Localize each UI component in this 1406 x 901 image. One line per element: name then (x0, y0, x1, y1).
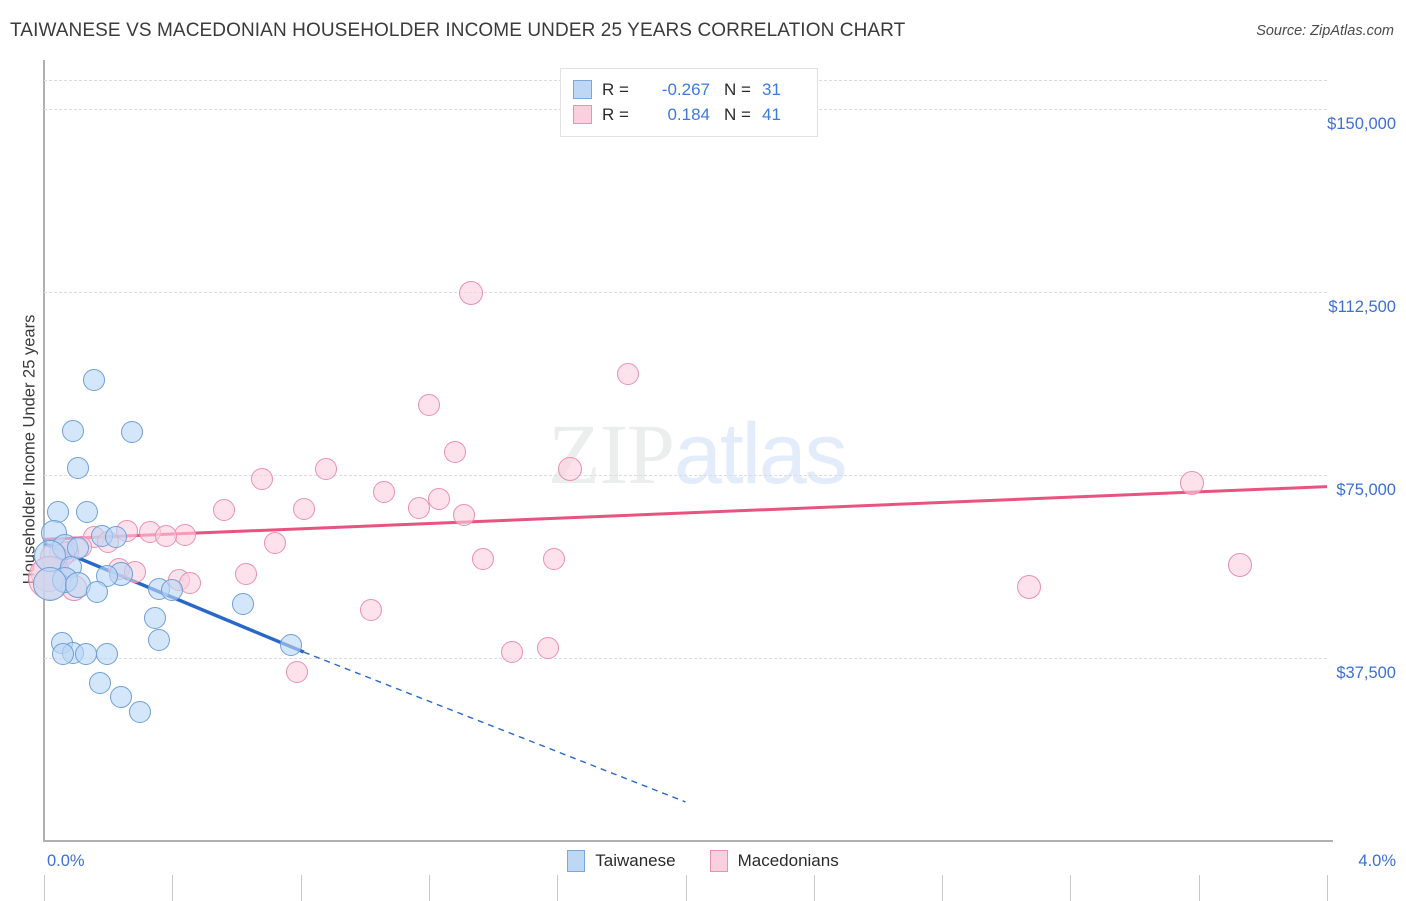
data-point-taiwanese[interactable] (95, 643, 118, 666)
data-point-taiwanese[interactable] (148, 628, 171, 651)
data-point-macedonians[interactable] (251, 467, 274, 490)
n-label-taiwanese: N = (724, 79, 751, 99)
y-axis-tick-label: $75,000 (1336, 480, 1396, 499)
r-value-macedonians: 0.184 (667, 104, 710, 124)
x-axis-tick (1327, 875, 1328, 901)
data-point-taiwanese[interactable] (279, 634, 302, 657)
x-axis-tick (428, 875, 430, 901)
data-point-taiwanese[interactable] (66, 456, 89, 479)
data-point-macedonians[interactable] (360, 598, 383, 621)
x-axis-line (43, 840, 1333, 842)
x-axis-tick (1070, 875, 1072, 901)
x-axis-label-min: 0.0% (47, 852, 85, 870)
data-point-macedonians[interactable] (1228, 552, 1253, 577)
x-axis-tick (685, 875, 687, 901)
series-swatch-icon-macedonians (573, 105, 592, 124)
trendlines (43, 485, 1328, 803)
data-point-taiwanese[interactable] (82, 368, 105, 391)
data-point-taiwanese[interactable] (76, 501, 99, 524)
data-point-macedonians[interactable] (542, 548, 565, 571)
data-point-macedonians[interactable] (292, 497, 315, 520)
x-axis-label-max: 4.0% (1358, 852, 1396, 870)
x-axis-tick (557, 875, 559, 901)
data-point-macedonians[interactable] (501, 641, 524, 664)
x-axis-tick (300, 875, 302, 901)
legend-swatch-icon-taiwanese (567, 850, 586, 872)
data-point-taiwanese[interactable] (47, 500, 70, 523)
data-point-taiwanese[interactable] (231, 593, 254, 616)
data-point-taiwanese[interactable] (143, 607, 166, 630)
gridline (44, 657, 1327, 659)
source-attribution: Source: ZipAtlas.com (1256, 23, 1394, 39)
data-point-taiwanese[interactable] (85, 581, 108, 604)
trendline-macedonians (43, 485, 1328, 541)
trendline-taiwanese-projection (303, 651, 686, 803)
r-label-macedonians: R = (602, 104, 629, 124)
legend-label-taiwanese: Taiwanese (595, 851, 676, 870)
stats-row-macedonians: R = 0.184 N = 41 (573, 102, 807, 127)
y-axis-tick-label: $37,500 (1336, 663, 1396, 682)
data-point-taiwanese[interactable] (109, 686, 132, 709)
legend-label-macedonians: Macedonians (737, 851, 839, 870)
data-point-macedonians[interactable] (286, 660, 309, 683)
chart-legend: Taiwanese Macedonians (0, 850, 1406, 872)
n-label-macedonians: N = (724, 104, 751, 124)
x-axis-tick (942, 875, 944, 901)
data-point-taiwanese[interactable] (74, 642, 97, 665)
data-point-macedonians[interactable] (427, 487, 450, 510)
data-point-taiwanese[interactable] (61, 419, 84, 442)
x-axis-tick (1198, 875, 1200, 901)
data-point-macedonians[interactable] (616, 363, 639, 386)
data-point-macedonians[interactable] (1016, 574, 1041, 599)
y-axis-tick-label: $150,000 (1327, 114, 1396, 133)
correlation-stats-box: R = -0.267 N = 31 R = 0.184 N = 41 (560, 68, 818, 137)
data-point-taiwanese[interactable] (129, 700, 152, 723)
stats-row-taiwanese: R = -0.267 N = 31 (573, 77, 807, 102)
gridline (44, 474, 1327, 476)
data-point-taiwanese[interactable] (121, 420, 144, 443)
data-point-macedonians[interactable] (1180, 470, 1205, 495)
data-point-macedonians[interactable] (235, 562, 258, 585)
page-title: TAIWANESE VS MACEDONIAN HOUSEHOLDER INCO… (10, 20, 906, 41)
legend-item-macedonians[interactable]: Macedonians (709, 850, 839, 872)
x-axis-tick (172, 875, 174, 901)
y-axis-line (43, 60, 45, 841)
data-point-macedonians[interactable] (453, 504, 476, 527)
r-label-taiwanese: R = (602, 79, 629, 99)
data-point-macedonians[interactable] (372, 480, 395, 503)
data-point-macedonians[interactable] (315, 458, 338, 481)
n-value-macedonians: 41 (762, 104, 781, 124)
data-point-macedonians[interactable] (212, 499, 235, 522)
data-point-macedonians[interactable] (408, 497, 431, 520)
y-axis-tick-label: $112,500 (1328, 297, 1396, 316)
legend-item-taiwanese[interactable]: Taiwanese (567, 850, 676, 872)
data-point-macedonians[interactable] (443, 440, 466, 463)
legend-swatch-icon-macedonians (709, 850, 728, 872)
data-point-taiwanese[interactable] (33, 567, 68, 602)
data-point-taiwanese[interactable] (52, 642, 75, 665)
data-point-taiwanese[interactable] (89, 671, 112, 694)
data-point-macedonians[interactable] (154, 525, 177, 548)
gridline (44, 291, 1327, 293)
data-point-taiwanese[interactable] (161, 579, 184, 602)
data-point-macedonians[interactable] (472, 547, 495, 570)
x-axis-tick (44, 875, 45, 901)
r-value-taiwanese: -0.267 (661, 79, 710, 99)
data-point-macedonians[interactable] (458, 281, 483, 306)
series-swatch-icon-taiwanese (573, 80, 592, 99)
data-point-macedonians[interactable] (536, 636, 559, 659)
data-point-macedonians[interactable] (558, 456, 583, 481)
plot-area: ZIPatlas (28, 60, 1328, 901)
data-point-taiwanese[interactable] (105, 526, 128, 549)
data-point-macedonians[interactable] (263, 532, 286, 555)
data-point-macedonians[interactable] (417, 394, 440, 417)
n-value-taiwanese: 31 (762, 79, 781, 99)
x-axis-tick (813, 875, 815, 901)
